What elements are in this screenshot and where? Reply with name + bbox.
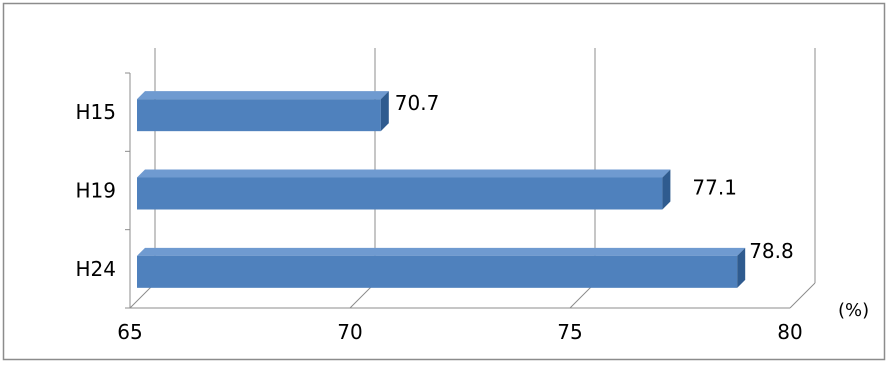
bar	[137, 255, 738, 288]
bar-side-face	[662, 169, 671, 210]
unit-label: (%)	[838, 300, 869, 321]
bar-top-face	[137, 91, 389, 100]
bar-top-face	[137, 169, 671, 178]
bar-top-face	[137, 247, 746, 256]
axis-layer	[125, 72, 790, 309]
data-label: 70.7	[395, 91, 440, 115]
data-label: 78.8	[749, 239, 794, 263]
bar	[137, 99, 381, 132]
x-tick-label: 75	[557, 320, 582, 344]
grid-line-floor	[789, 282, 816, 309]
bar-side-face	[380, 91, 389, 132]
bar-side-face	[737, 247, 746, 288]
data-label: 77.1	[692, 176, 737, 200]
bar-layer	[137, 91, 746, 288]
y-category-label: H15	[76, 100, 117, 124]
bar	[137, 177, 663, 210]
x-tick-label: 65	[117, 320, 142, 344]
y-category-label: H19	[76, 179, 117, 203]
y-category-label: H24	[76, 257, 117, 281]
x-tick-label: 80	[777, 320, 802, 344]
label-layer: 65 70 75 80 H15 70.7 H19 77.1 H24 78.8	[76, 91, 803, 344]
x-tick-label: 70	[337, 320, 362, 344]
